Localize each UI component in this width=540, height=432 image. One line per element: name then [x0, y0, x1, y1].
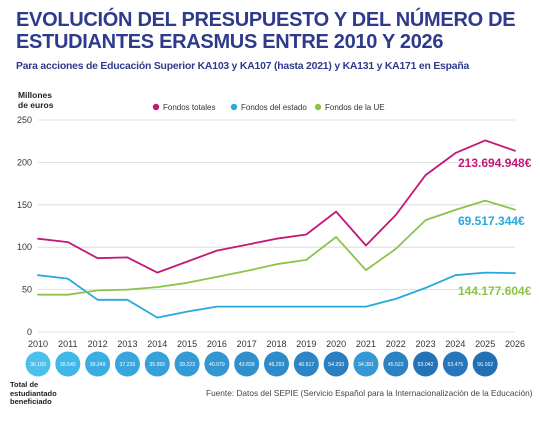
students-label: Total de estudiantado beneficiado	[10, 380, 57, 406]
end-label-1: 69.517.344€	[458, 214, 525, 228]
student-bubble-2021	[353, 351, 379, 377]
y-ticks: 0 50 100 150 200 250	[17, 115, 32, 337]
x-ticks: 2010 2011 2012 2013 2014 2015 2016 2017 2018 2019…	[28, 339, 525, 349]
x-tick-2019: 2019	[296, 339, 316, 349]
chart-title: EVOLUCIÓN DEL PRESUPUESTO Y DEL NÚMERO D…	[16, 9, 516, 53]
student-value-2016: 40.079	[209, 362, 225, 368]
legend-label-1: Fondos del estado	[241, 103, 307, 112]
x-tick-2025: 2025	[475, 339, 495, 349]
student-bubble-2017	[234, 351, 260, 377]
student-bubble-2013	[114, 351, 140, 377]
x-tick-2018: 2018	[266, 339, 286, 349]
end-label-0: 213.694.948€	[458, 156, 532, 170]
x-tick-2024: 2024	[445, 339, 465, 349]
student-bubble-2016	[204, 351, 230, 377]
x-tick-2010: 2010	[28, 339, 48, 349]
legend: Fondos totales Fondos del estado Fondos de…	[152, 103, 385, 112]
x-tick-2021: 2021	[356, 339, 376, 349]
x-tick-2026: 2026	[505, 339, 525, 349]
student-bubble-2014	[144, 351, 170, 377]
x-tick-2013: 2013	[117, 339, 137, 349]
x-tick-2012: 2012	[88, 339, 108, 349]
student-bubbles: 36.183 39.545 39.249 37.235 35.955 39.223 40.0…	[25, 351, 498, 377]
student-value-2014: 35.955	[149, 362, 165, 368]
x-tick-2016: 2016	[207, 339, 227, 349]
student-value-2022: 45.522	[388, 362, 404, 368]
y-tick-0: 0	[27, 327, 32, 337]
x-tick-2015: 2015	[177, 339, 197, 349]
series-line-1	[37, 271, 516, 319]
student-value-2021: 34.381	[358, 362, 374, 368]
student-value-2012: 39.249	[90, 362, 106, 368]
y-tick-50: 50	[22, 285, 32, 295]
series-line-0	[37, 139, 516, 274]
end-label-2: 144.177.604€	[458, 284, 532, 298]
series-lines	[37, 139, 516, 319]
y-tick-100: 100	[17, 242, 32, 252]
student-value-2011: 39.545	[60, 362, 76, 368]
x-tick-2023: 2023	[416, 339, 436, 349]
y-tick-200: 200	[17, 157, 32, 167]
student-value-2015: 39.223	[179, 362, 195, 368]
student-bubble-2020	[323, 351, 349, 377]
student-bubble-2012	[85, 351, 111, 377]
y-axis-label-line2: de euros	[18, 100, 54, 110]
y-tick-250: 250	[17, 115, 32, 125]
x-tick-2014: 2014	[147, 339, 167, 349]
student-bubble-2019	[293, 351, 319, 377]
x-tick-2017: 2017	[237, 339, 257, 349]
legend-marker-0	[152, 103, 160, 111]
x-tick-2011: 2011	[58, 339, 77, 349]
student-value-2010: 36.183	[30, 362, 46, 368]
grid	[38, 119, 515, 333]
student-bubble-2011	[55, 351, 81, 377]
y-axis-label-line1: Millones	[18, 90, 52, 100]
student-bubble-2023	[413, 351, 439, 377]
student-value-2025: 56.162	[477, 362, 493, 368]
source-note: Fuente: Datos del SEPIE (Servicio Españo…	[206, 388, 533, 398]
student-value-2023: 53.042	[418, 362, 434, 368]
x-tick-2022: 2022	[386, 339, 406, 349]
legend-marker-2	[314, 103, 322, 111]
student-value-2018: 46.293	[269, 362, 285, 368]
student-bubble-2022	[383, 351, 409, 377]
end-labels: 213.694.948€ 69.517.344€ 144.177.604€	[458, 156, 532, 298]
series-line-2	[37, 199, 516, 296]
student-value-2017: 43.839	[239, 362, 255, 368]
y-tick-150: 150	[17, 200, 32, 210]
legend-label-0: Fondos totales	[163, 103, 215, 112]
student-bubble-2010	[25, 351, 51, 377]
x-tick-2020: 2020	[326, 339, 346, 349]
student-value-2024: 53.475	[447, 362, 463, 368]
student-bubble-2015	[174, 351, 200, 377]
student-bubble-2025	[472, 351, 498, 377]
student-value-2020: 54.293	[328, 362, 344, 368]
legend-marker-1	[230, 103, 238, 111]
student-bubble-2018	[264, 351, 289, 377]
chart-subtitle: Para acciones de Educación Superior KA10…	[16, 61, 470, 72]
student-bubble-2024	[442, 351, 468, 377]
student-value-2013: 37.235	[120, 362, 136, 368]
student-value-2019: 46.617	[298, 362, 314, 368]
legend-label-2: Fondos de la UE	[325, 103, 385, 112]
